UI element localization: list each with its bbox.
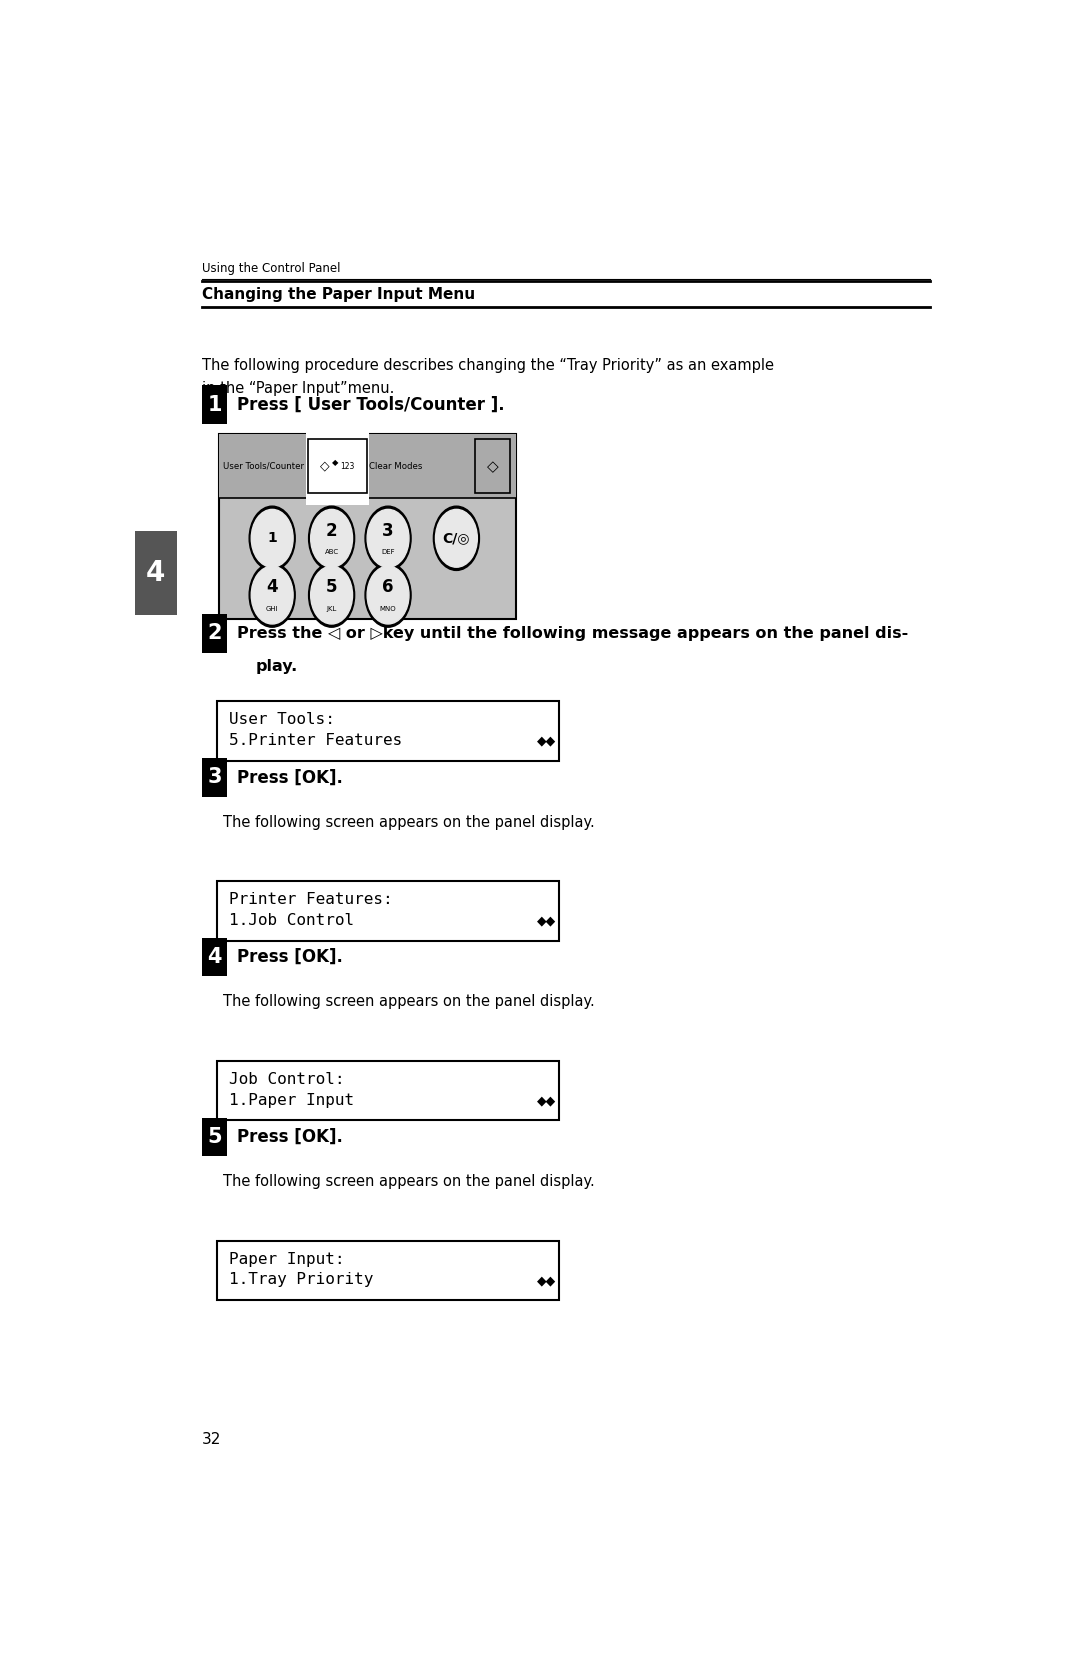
Text: The following screen appears on the panel display.: The following screen appears on the pane… [222,1175,595,1190]
Text: Press [OK].: Press [OK]. [238,948,343,966]
Text: Using the Control Panel: Using the Control Panel [202,262,340,275]
Text: 3: 3 [382,522,394,539]
Text: 1.Job Control: 1.Job Control [229,913,354,928]
Text: 1.Paper Input: 1.Paper Input [229,1093,354,1108]
Ellipse shape [309,562,354,628]
Text: 6: 6 [382,579,394,596]
Text: 1: 1 [268,531,278,546]
Ellipse shape [435,509,477,567]
Text: ◆◆: ◆◆ [537,734,556,748]
Text: ◆◆: ◆◆ [537,1275,556,1287]
Ellipse shape [311,509,352,567]
Ellipse shape [252,566,293,624]
Text: GHI: GHI [266,606,279,613]
Text: 4: 4 [267,579,278,596]
Ellipse shape [249,562,295,628]
FancyBboxPatch shape [202,758,227,796]
Text: MNO: MNO [380,606,396,613]
FancyBboxPatch shape [306,399,369,504]
FancyBboxPatch shape [202,1118,227,1157]
Text: 2: 2 [207,623,221,643]
FancyBboxPatch shape [217,881,559,941]
FancyBboxPatch shape [135,531,177,614]
Text: 123: 123 [340,462,355,471]
Text: The following procedure describes changing the “Tray Priority” as an example
in : The following procedure describes changi… [202,359,774,396]
FancyBboxPatch shape [308,439,367,494]
Text: JKL: JKL [326,606,337,613]
Text: Changing the Paper Input Menu: Changing the Paper Input Menu [202,287,475,302]
Ellipse shape [311,566,352,624]
Text: 32: 32 [202,1432,221,1447]
Text: play.: play. [256,659,298,674]
FancyBboxPatch shape [218,434,516,499]
FancyBboxPatch shape [202,938,227,976]
Text: User Tools/Counter: User Tools/Counter [222,462,303,471]
FancyBboxPatch shape [217,1242,559,1300]
Text: ◇: ◇ [320,459,329,472]
Text: ABC: ABC [325,549,339,556]
FancyBboxPatch shape [217,1061,559,1120]
Ellipse shape [365,506,411,571]
Text: ◆: ◆ [332,457,338,467]
Text: Clear Modes: Clear Modes [369,462,422,471]
Text: ◆◆: ◆◆ [537,1095,556,1108]
Ellipse shape [252,509,293,567]
Text: Press [OK].: Press [OK]. [238,1128,343,1147]
Text: 3: 3 [207,768,221,788]
Text: C/◎: C/◎ [443,531,470,546]
Text: 5: 5 [207,1127,221,1147]
FancyBboxPatch shape [218,434,516,619]
Text: User Tools:: User Tools: [229,711,335,726]
Text: 1: 1 [207,394,221,414]
Text: 5: 5 [326,579,337,596]
Text: Press [ User Tools/Counter ].: Press [ User Tools/Counter ]. [238,396,504,414]
Ellipse shape [433,506,480,571]
Text: 5.Printer Features: 5.Printer Features [229,733,402,748]
Text: Press the ◁ or ▷key until the following message appears on the panel dis-: Press the ◁ or ▷key until the following … [238,626,908,641]
FancyBboxPatch shape [475,439,510,494]
Text: 4: 4 [146,559,165,587]
Ellipse shape [249,506,295,571]
Ellipse shape [367,566,409,624]
FancyBboxPatch shape [202,386,227,424]
FancyBboxPatch shape [217,701,559,761]
FancyBboxPatch shape [202,614,227,653]
Text: 4: 4 [207,948,221,968]
Text: Printer Features:: Printer Features: [229,891,392,906]
Text: ◆◆: ◆◆ [537,915,556,928]
Text: Paper Input:: Paper Input: [229,1252,345,1267]
Text: DEF: DEF [381,549,395,556]
Ellipse shape [367,509,409,567]
Text: Press [OK].: Press [OK]. [238,768,343,786]
Text: 2: 2 [326,522,337,539]
Ellipse shape [309,506,354,571]
Text: The following screen appears on the panel display.: The following screen appears on the pane… [222,995,595,1010]
Text: ◇: ◇ [486,459,498,474]
Text: The following screen appears on the panel display.: The following screen appears on the pane… [222,814,595,829]
Text: 1.Tray Priority: 1.Tray Priority [229,1272,373,1287]
Ellipse shape [365,562,411,628]
Text: Job Control:: Job Control: [229,1071,345,1087]
